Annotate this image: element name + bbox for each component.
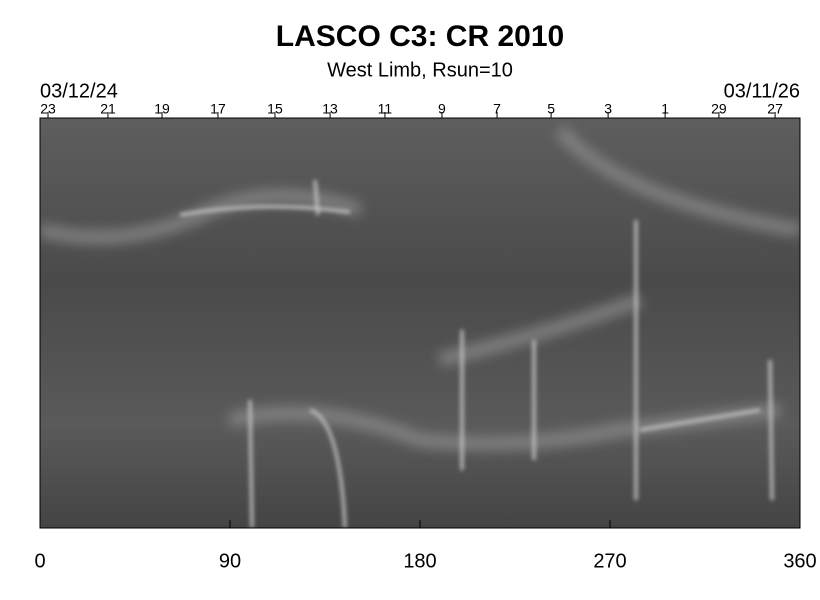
top-tick-label: 29 — [711, 101, 727, 117]
x-tick-label: 90 — [219, 550, 241, 572]
top-tick-label: 27 — [767, 101, 783, 117]
start-date: 03/12/24 — [40, 80, 118, 102]
top-tick-label: 15 — [267, 101, 283, 117]
top-tick-label: 5 — [547, 101, 555, 117]
x-tick-label: 180 — [403, 550, 436, 572]
x-tick-label: 0 — [34, 550, 45, 572]
top-tick-label: 1 — [661, 101, 669, 117]
top-tick-label: 21 — [100, 101, 116, 117]
top-tick-label: 9 — [438, 101, 446, 117]
top-tick-label: 13 — [322, 101, 338, 117]
end-date: 03/11/26 — [724, 80, 800, 102]
map-image — [40, 118, 800, 528]
x-tick-label: 360 — [783, 550, 816, 572]
top-tick-label: 11 — [378, 101, 393, 117]
top-tick-label: 3 — [604, 101, 612, 117]
chart-title: LASCO C3: CR 2010 — [276, 20, 564, 53]
top-tick-label: 17 — [210, 101, 226, 117]
top-tick-label: 23 — [40, 101, 56, 117]
top-tick-label: 7 — [493, 101, 501, 117]
x-tick-label: 270 — [593, 550, 626, 572]
chart-subtitle: West Limb, Rsun=10 — [327, 59, 513, 81]
top-tick-label: 19 — [154, 101, 170, 117]
